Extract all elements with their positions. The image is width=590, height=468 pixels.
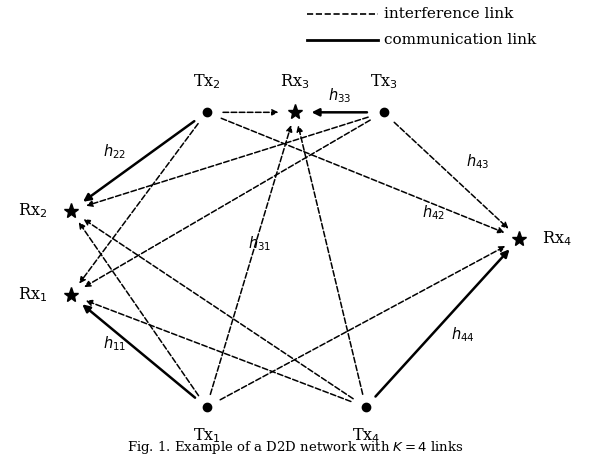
Text: $h_{22}$: $h_{22}$ xyxy=(103,143,127,161)
Text: $h_{31}$: $h_{31}$ xyxy=(248,234,271,253)
Text: Tx$_4$: Tx$_4$ xyxy=(352,426,380,445)
Text: Rx$_1$: Rx$_1$ xyxy=(18,285,47,304)
Text: Tx$_2$: Tx$_2$ xyxy=(192,73,221,91)
Text: Rx$_2$: Rx$_2$ xyxy=(18,201,47,220)
Text: Tx$_1$: Tx$_1$ xyxy=(192,426,221,445)
Text: $h_{44}$: $h_{44}$ xyxy=(451,325,475,344)
Text: $h_{42}$: $h_{42}$ xyxy=(422,204,445,222)
Text: $h_{43}$: $h_{43}$ xyxy=(466,152,490,171)
Text: $h_{11}$: $h_{11}$ xyxy=(103,335,127,353)
Text: Rx$_3$: Rx$_3$ xyxy=(280,73,310,91)
Text: $h_{33}$: $h_{33}$ xyxy=(327,87,351,105)
Text: Fig. 1. Example of a D2D network with $K=4$ links: Fig. 1. Example of a D2D network with $K… xyxy=(127,439,463,456)
Text: Rx$_4$: Rx$_4$ xyxy=(542,229,571,248)
Text: interference link: interference link xyxy=(384,7,513,21)
Text: Tx$_3$: Tx$_3$ xyxy=(369,73,398,91)
Text: communication link: communication link xyxy=(384,33,536,47)
